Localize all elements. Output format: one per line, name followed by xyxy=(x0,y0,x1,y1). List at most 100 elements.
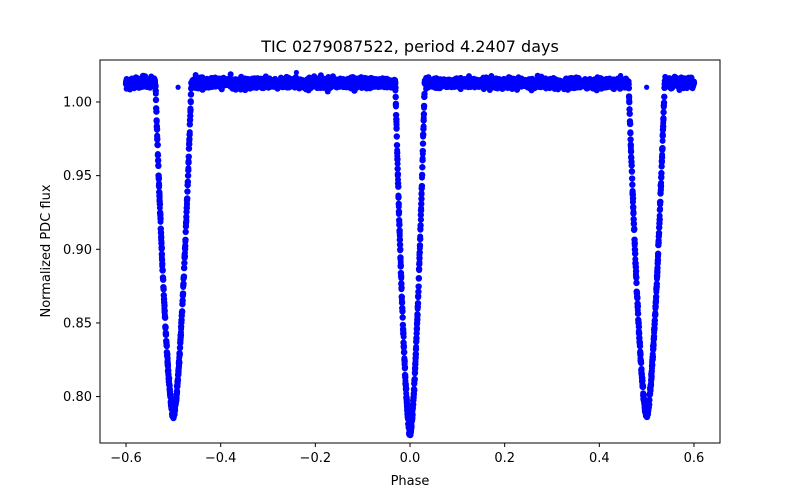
data-point xyxy=(656,212,663,219)
data-point xyxy=(167,394,174,401)
data-point xyxy=(164,358,171,365)
data-point xyxy=(395,203,402,210)
data-point xyxy=(517,79,524,86)
data-point xyxy=(401,349,408,356)
data-point xyxy=(630,208,637,215)
data-point xyxy=(556,77,563,84)
data-point xyxy=(635,310,642,317)
data-point xyxy=(477,81,484,88)
data-point xyxy=(176,350,183,357)
data-point xyxy=(632,262,639,269)
data-point xyxy=(393,141,401,149)
data-point xyxy=(660,103,667,110)
data-point xyxy=(651,318,658,325)
data-point xyxy=(658,174,665,181)
data-point xyxy=(653,295,660,302)
data-point xyxy=(646,396,653,404)
data-point xyxy=(233,84,240,91)
data-point xyxy=(183,205,190,212)
data-point xyxy=(414,301,421,308)
data-point xyxy=(655,237,662,244)
data-point xyxy=(400,327,407,334)
data-point xyxy=(394,153,401,160)
data-point xyxy=(264,75,271,82)
data-point xyxy=(184,179,191,186)
data-point xyxy=(174,380,181,387)
data-point xyxy=(639,383,646,390)
data-point xyxy=(398,280,405,287)
data-point xyxy=(185,165,192,172)
data-point xyxy=(397,254,404,261)
data-point xyxy=(660,109,667,116)
data-point xyxy=(627,129,634,136)
data-point xyxy=(157,209,164,216)
data-point xyxy=(186,117,193,124)
data-point xyxy=(394,160,401,167)
data-point xyxy=(395,183,402,190)
data-point xyxy=(227,71,234,78)
data-point xyxy=(174,375,181,382)
data-point xyxy=(159,263,166,270)
data-point xyxy=(659,145,666,152)
data-point xyxy=(399,308,406,315)
data-point xyxy=(419,140,427,147)
data-point xyxy=(180,275,187,282)
data-point xyxy=(179,297,186,304)
data-point xyxy=(654,253,661,260)
data-point xyxy=(648,372,655,379)
data-point xyxy=(626,97,633,104)
data-point xyxy=(421,104,428,111)
data-point xyxy=(538,73,545,80)
data-point xyxy=(636,330,643,337)
data-point xyxy=(628,153,635,160)
data-point xyxy=(658,159,665,166)
data-point xyxy=(179,290,187,297)
data-point xyxy=(195,85,202,92)
data-point xyxy=(187,99,194,106)
data-point xyxy=(629,199,636,206)
data-point xyxy=(181,251,188,258)
data-point xyxy=(419,174,425,181)
data-point xyxy=(184,195,191,202)
data-point xyxy=(654,269,661,276)
data-point xyxy=(627,136,634,143)
data-point xyxy=(177,345,184,352)
data-point xyxy=(154,134,161,141)
data-point xyxy=(251,84,258,91)
data-point xyxy=(633,279,640,287)
data-point xyxy=(184,188,191,195)
data-point xyxy=(166,381,173,388)
data-point xyxy=(401,355,408,362)
data-point xyxy=(165,373,172,380)
data-point xyxy=(417,235,424,242)
data-point xyxy=(417,222,424,229)
data-point xyxy=(421,94,428,101)
data-point xyxy=(632,256,639,263)
data-point xyxy=(564,86,571,93)
data-point xyxy=(154,141,161,149)
data-point xyxy=(154,150,161,157)
data-point xyxy=(392,93,399,101)
data-point xyxy=(407,427,414,434)
data-point xyxy=(412,366,419,373)
data-point xyxy=(187,105,194,112)
data-point xyxy=(656,217,663,224)
data-point xyxy=(420,131,427,138)
data-point xyxy=(156,191,163,198)
data-point xyxy=(398,296,405,303)
data-point xyxy=(413,343,420,350)
data-point xyxy=(155,162,162,169)
data-point xyxy=(413,336,420,343)
data-point xyxy=(152,96,160,104)
data-point xyxy=(651,335,658,342)
data-point xyxy=(657,180,664,187)
data-point xyxy=(648,380,655,387)
data-point xyxy=(420,114,427,121)
data-point xyxy=(419,155,426,162)
data-point xyxy=(418,200,425,208)
data-point xyxy=(393,133,400,140)
data-point xyxy=(635,323,643,330)
data-point xyxy=(188,91,195,98)
data-point xyxy=(182,238,189,245)
